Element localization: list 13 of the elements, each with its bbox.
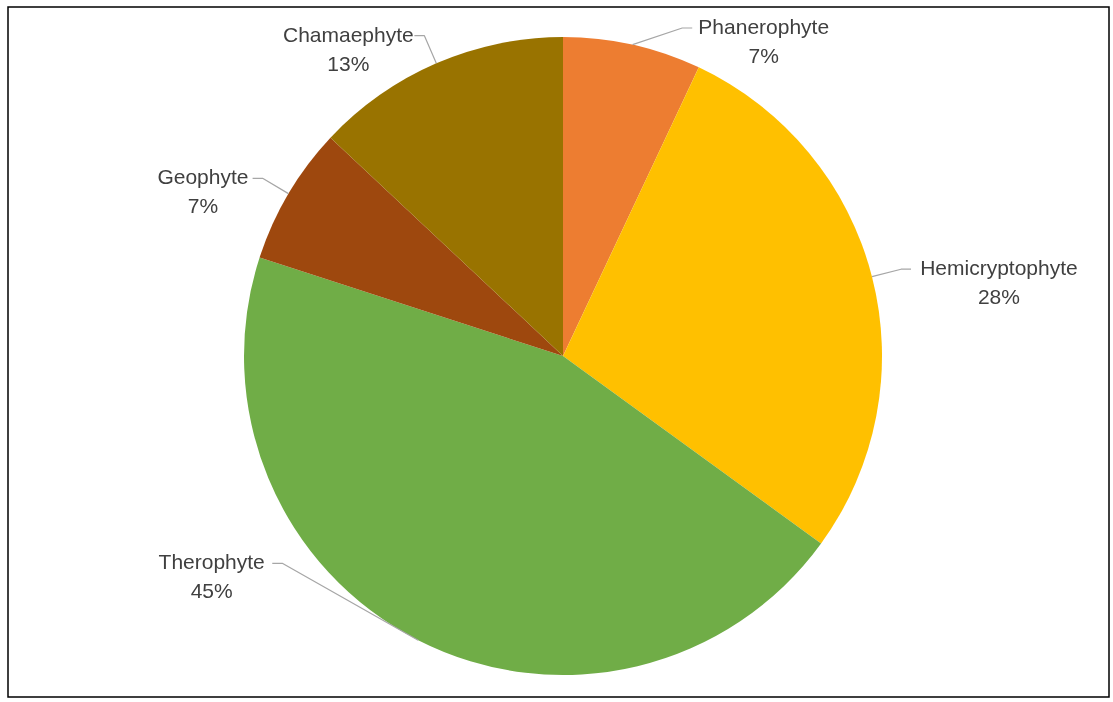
pie-slice [563, 37, 699, 356]
data-label: 7% [187, 194, 219, 218]
data-label: 45% [190, 579, 233, 603]
slice-label: Therophyte [158, 550, 265, 574]
slice-label: Chamaephyte [282, 22, 414, 46]
data-label: 7% [748, 44, 779, 67]
slice-label: Phanerophyte [698, 15, 830, 38]
pie-slice [259, 137, 563, 356]
pie-slice [563, 67, 882, 544]
slice-label: Hemicryptophyte [920, 256, 1078, 280]
data-label: 13% [327, 51, 370, 75]
slice-label: Geophyte [157, 165, 249, 189]
data-label: 28% [977, 285, 1020, 309]
